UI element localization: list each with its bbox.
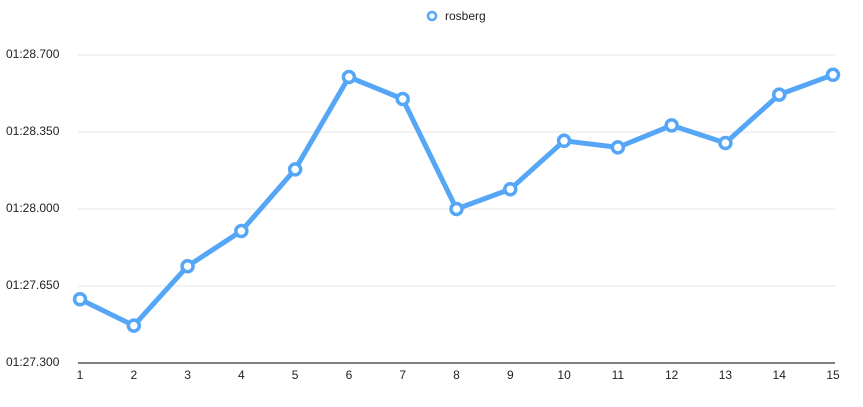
x-tick-label: 15 (826, 368, 840, 382)
x-tick-label: 3 (184, 368, 191, 382)
data-point (395, 91, 410, 107)
x-tick-label: 11 (612, 368, 625, 382)
data-point (180, 258, 195, 274)
y-tick-label: 01:28.700 (6, 47, 60, 61)
data-point (234, 223, 249, 239)
y-tick-label: 01:27.300 (6, 355, 60, 369)
legend-label: rosberg (445, 9, 486, 23)
data-point (610, 140, 626, 155)
x-tick-label: 6 (346, 368, 353, 382)
y-tick-label: 01:27.650 (6, 278, 60, 292)
data-point (126, 318, 142, 333)
data-point (718, 135, 733, 151)
x-tick-label: 4 (238, 368, 245, 382)
x-tick-label: 7 (399, 368, 406, 382)
x-tick-label: 1 (77, 368, 84, 382)
data-point (72, 291, 88, 307)
series-line (78, 72, 834, 329)
x-tick-label: 13 (719, 368, 733, 382)
data-point (771, 87, 787, 102)
y-tick-label: 01:28.000 (6, 201, 60, 215)
data-point (449, 201, 464, 217)
data-point (664, 118, 679, 133)
x-tick-label: 9 (507, 368, 514, 382)
data-point (556, 133, 572, 149)
data-point (503, 181, 518, 197)
x-tick-label: 8 (453, 368, 460, 382)
x-tick-label: 10 (557, 368, 571, 382)
legend-marker (426, 10, 438, 22)
x-tick-label: 2 (130, 368, 137, 382)
x-tick-label: 12 (665, 368, 679, 382)
data-point (287, 162, 303, 177)
data-point (825, 67, 841, 83)
y-tick-label: 01:28.350 (6, 124, 60, 138)
x-tick-label: 14 (773, 368, 787, 382)
data-point (341, 69, 357, 85)
x-tick-label: 5 (292, 368, 299, 382)
